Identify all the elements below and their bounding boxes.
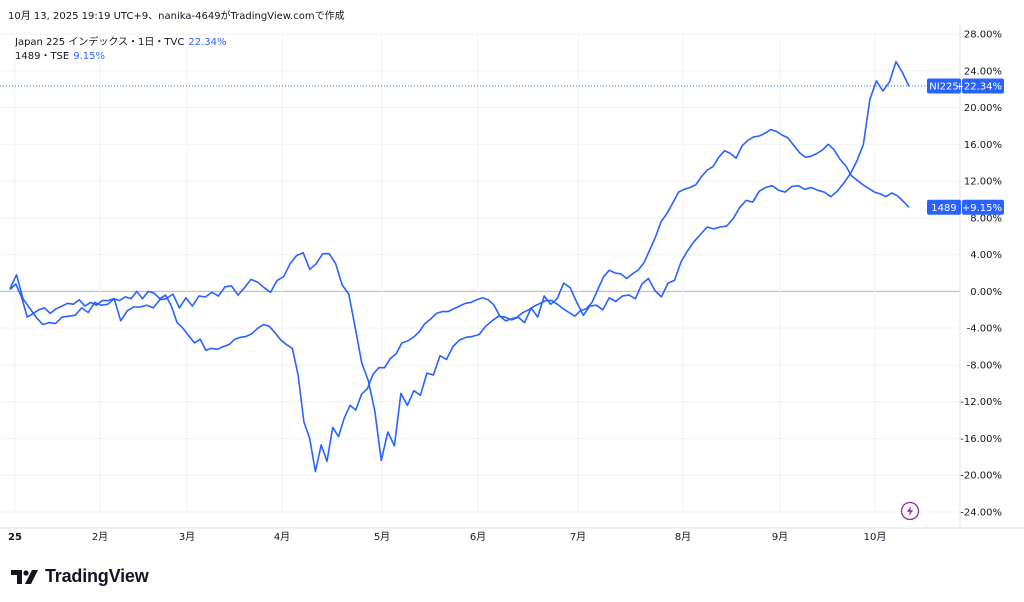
price-badge-text: +9.15% bbox=[962, 203, 1002, 214]
series-line-ni225 bbox=[9, 60, 910, 462]
tradingview-logo-icon bbox=[11, 569, 38, 584]
x-tick-label: 3月 bbox=[179, 531, 195, 543]
x-tick-label: 6月 bbox=[470, 531, 486, 543]
y-tick-label: 0.00% bbox=[970, 287, 1002, 298]
y-tick-label: 16.00% bbox=[964, 140, 1002, 151]
x-tick-label: 5月 bbox=[374, 531, 390, 543]
y-tick-label: -20.00% bbox=[960, 471, 1002, 482]
y-tick-label: -16.00% bbox=[960, 434, 1002, 445]
y-tick-label: -24.00% bbox=[960, 508, 1002, 519]
x-tick-label: 10月 bbox=[864, 531, 887, 543]
legend-value: 22.34% bbox=[188, 37, 227, 48]
series-line-1489 bbox=[9, 128, 910, 473]
y-tick-label: -12.00% bbox=[960, 397, 1002, 408]
time-axis[interactable]: 25 2月 3月 4月 5月 6月 7月 8月 9月 10月 bbox=[8, 531, 886, 543]
symbol-badge-text: NI225 bbox=[929, 82, 959, 93]
symbol-badge-text: 1489 bbox=[931, 203, 956, 214]
lightning-icon[interactable] bbox=[900, 501, 920, 521]
price-badge bbox=[962, 199, 1004, 215]
x-tick-label: 2月 bbox=[92, 531, 108, 543]
x-tick-label: 8月 bbox=[675, 531, 691, 543]
legend-value: 9.15% bbox=[73, 51, 106, 62]
x-tick-label: 7月 bbox=[570, 531, 586, 543]
tradingview-logo[interactable]: TradingView bbox=[11, 566, 149, 587]
chart-attribution: 10月 13, 2025 19:19 UTC+9、nanika-4649がTra… bbox=[8, 11, 345, 22]
price-badge-text: +22.34% bbox=[955, 82, 1002, 93]
price-badge bbox=[962, 78, 1004, 94]
y-tick-label: 4.00% bbox=[970, 250, 1002, 261]
y-tick-label: -4.00% bbox=[967, 324, 1002, 335]
grid-lines bbox=[0, 33, 960, 513]
series-lines bbox=[9, 60, 910, 473]
y-tick-label: 28.00% bbox=[964, 30, 1002, 41]
x-tick-label: 25 bbox=[8, 532, 22, 543]
price-axis[interactable]: 28.00% 24.00% 20.00% 16.00% 12.00% 8.00% 4.00%… bbox=[960, 30, 1002, 519]
legend-1489[interactable]: 1489・TSE 9.15% bbox=[15, 47, 105, 62]
x-tick-label: 4月 bbox=[274, 531, 290, 543]
symbol-badge bbox=[927, 199, 961, 215]
symbol-badge bbox=[927, 78, 961, 94]
y-tick-label: -8.00% bbox=[967, 360, 1002, 371]
price-badges: NI225+22.34% 1489 +9.15% bbox=[0, 78, 1004, 215]
legend-label: 1489・TSE bbox=[15, 51, 70, 62]
x-tick-label: 9月 bbox=[772, 531, 788, 543]
tradingview-logo-text: TradingView bbox=[45, 566, 149, 586]
y-tick-label: 20.00% bbox=[964, 103, 1002, 114]
y-tick-label: 8.00% bbox=[970, 213, 1002, 224]
y-tick-label: 24.00% bbox=[964, 66, 1002, 77]
y-tick-label: 12.00% bbox=[964, 177, 1002, 188]
